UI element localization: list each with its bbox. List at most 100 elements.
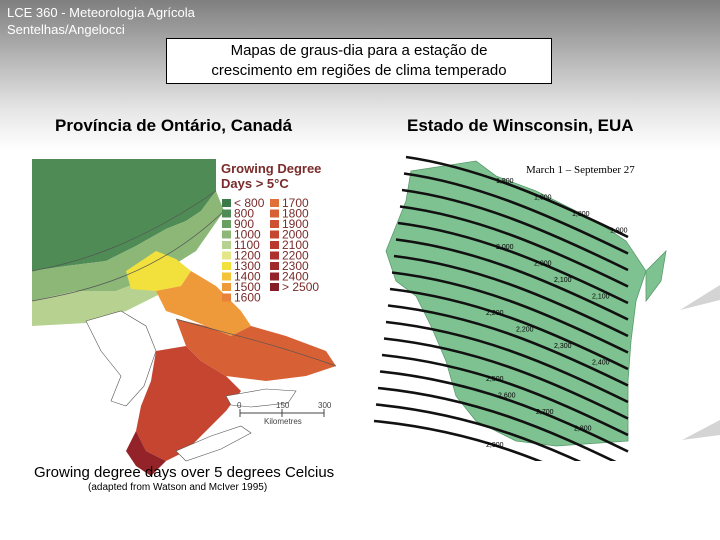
zone-north bbox=[32, 159, 216, 271]
isoline-11 bbox=[383, 337, 629, 420]
legend-col1-swatch-6 bbox=[222, 262, 231, 270]
legend-col1-swatch-1 bbox=[222, 209, 231, 218]
lake-erie bbox=[175, 425, 252, 462]
isoline-7 bbox=[391, 271, 629, 354]
legend-col2-swatch-4 bbox=[270, 241, 279, 249]
legend-col2-swatch-5 bbox=[270, 251, 279, 260]
isoline-label-15: 2,800 bbox=[574, 426, 592, 433]
legend-col1-label-1: 800 bbox=[234, 207, 254, 221]
legend-col1-label-7: 1400 bbox=[234, 270, 261, 284]
legend-col1-label-8: 1500 bbox=[234, 280, 261, 294]
ontario-gdd-map: < 800 800 900 1000 1100 1200 1300 1400 1500 1600 … bbox=[26, 151, 348, 497]
legend-col1-swatch-3 bbox=[222, 230, 231, 239]
legend-col1-swatch-7 bbox=[222, 272, 231, 281]
legend-col2-label-1: 1800 bbox=[282, 207, 309, 221]
slide-title-line2: crescimento em regiões de clima temperad… bbox=[211, 62, 507, 79]
isoline-8 bbox=[389, 287, 629, 371]
isoline-label-8: 2,200 bbox=[486, 310, 504, 317]
legend-col2-swatch-7 bbox=[270, 272, 279, 281]
legend-col2-swatch-3 bbox=[270, 230, 279, 239]
isoline-label-10: 2,300 bbox=[554, 343, 572, 350]
isoline-label-16: 2,900 bbox=[486, 442, 504, 449]
contour-3 bbox=[175, 318, 337, 367]
legend-col2-label-5: 2200 bbox=[282, 249, 309, 263]
slide-decoration bbox=[680, 285, 720, 440]
legend-col2-label-4: 2100 bbox=[282, 238, 309, 252]
legend-col1-swatch-4 bbox=[222, 241, 231, 249]
scale-tick-150: 150 bbox=[276, 401, 290, 410]
isoline-3 bbox=[399, 205, 629, 288]
scale-unit: Kilometres bbox=[264, 417, 302, 426]
isoline-label-12: 2,500 bbox=[486, 376, 504, 383]
contour-1 bbox=[31, 190, 217, 272]
legend-col2-label-3: 2000 bbox=[282, 228, 309, 242]
legend-col1-label-0: < 800 bbox=[234, 196, 265, 210]
legend-col2-label-0: 1700 bbox=[282, 196, 309, 210]
caption-wisconsin: Estado de Winsconsin, EUA bbox=[407, 116, 634, 135]
isoline-label-2: 1,800 bbox=[572, 211, 590, 218]
isoline-6 bbox=[393, 254, 629, 338]
legend-col1-label-5: 1200 bbox=[234, 249, 261, 263]
isoline-13 bbox=[379, 370, 629, 453]
wisconsin-map-graphic: March 1 – September 27 1,8001,9001,8001,… bbox=[373, 155, 667, 503]
legend-col2-label-7: 2400 bbox=[282, 270, 309, 284]
slide-title-line1: Mapas de graus-dia para a estação de bbox=[230, 42, 488, 59]
isoline-label-0: 1,800 bbox=[496, 178, 514, 185]
legend-title-2: Days > 5°C bbox=[221, 176, 289, 191]
zone-orange bbox=[156, 271, 251, 336]
slide-title: Mapas de graus-dia para a estação de cre… bbox=[166, 38, 552, 84]
legend-col2-label-2: 1900 bbox=[282, 217, 309, 231]
isolines bbox=[373, 155, 629, 503]
legend-col2-swatch-6 bbox=[270, 262, 279, 270]
legend-col2-swatch-8 bbox=[270, 283, 279, 291]
legend-col1-label-6: 1300 bbox=[234, 259, 261, 273]
isoline-labels: 1,800 1,900 1,800 1,900 2,000 2,000 2,100 2,100… bbox=[486, 178, 628, 449]
ontario-map-graphic: < 8008009001000110012001300140015001600 … bbox=[31, 159, 337, 493]
scale-bar: 0 150 300 Kilometres bbox=[237, 401, 332, 426]
legend-title-1: Growing Degree bbox=[221, 161, 321, 176]
legend-col2-label-8: > 2500 bbox=[282, 280, 319, 294]
isoline-label-5: 2,000 bbox=[534, 261, 552, 268]
isoline-9 bbox=[387, 304, 629, 387]
isoline-label-1: 1,900 bbox=[534, 195, 552, 202]
wisconsin-gdd-map: March 1 – September 27 1,800 1,900 1,800 1,… bbox=[366, 151, 694, 503]
legend-col1-swatch-5 bbox=[222, 251, 231, 260]
legend-col2-swatch-0 bbox=[270, 199, 279, 207]
legend-col1-swatch-8 bbox=[222, 283, 231, 291]
isoline-5 bbox=[395, 238, 629, 321]
zone-orange-dark bbox=[176, 319, 336, 381]
course-authors: Sentelhas/Angelocci bbox=[7, 22, 125, 37]
isoline-label-11: 2,400 bbox=[592, 360, 610, 367]
isoline-label-9: 2,200 bbox=[516, 327, 534, 334]
isoline-label-4: 2,000 bbox=[496, 244, 514, 251]
course-name: LCE 360 - Meteorologia Agrícola bbox=[7, 5, 195, 20]
legend-col1-label-9: 1600 bbox=[234, 291, 261, 305]
zone-pale bbox=[32, 263, 176, 326]
legend-col2-swatch-1 bbox=[270, 209, 279, 218]
map-footer-title: Growing degree days over 5 degrees Celci… bbox=[34, 464, 334, 481]
zone-yellow bbox=[126, 251, 191, 291]
legend-col1-label-3: 1000 bbox=[234, 228, 261, 242]
isoline-label-6: 2,100 bbox=[554, 277, 572, 284]
map-footer-source: (adapted from Watson and McIver 1995) bbox=[88, 482, 267, 493]
isoline-14 bbox=[377, 386, 629, 470]
scale-tick-0: 0 bbox=[237, 401, 242, 410]
contour-2 bbox=[31, 210, 225, 302]
isoline-label-7: 2,100 bbox=[592, 294, 610, 301]
lake-ontario bbox=[225, 388, 297, 408]
legend-col1-label-4: 1100 bbox=[234, 238, 260, 252]
isoline-label-13: 2,600 bbox=[498, 393, 516, 400]
isoline-label-14: 2,700 bbox=[536, 409, 554, 416]
isoline-0 bbox=[405, 155, 629, 239]
caption-ontario: Província de Ontário, Canadá bbox=[55, 116, 293, 135]
isoline-2 bbox=[401, 188, 629, 272]
scale-tick-300: 300 bbox=[318, 401, 332, 410]
isoline-1 bbox=[403, 172, 629, 255]
legend-col2-label-6: 2300 bbox=[282, 259, 309, 273]
isoline-label-3: 1,900 bbox=[610, 228, 628, 235]
zone-red bbox=[136, 346, 241, 461]
zone-lighter-green bbox=[32, 191, 224, 301]
zone-red-dark bbox=[126, 431, 166, 476]
